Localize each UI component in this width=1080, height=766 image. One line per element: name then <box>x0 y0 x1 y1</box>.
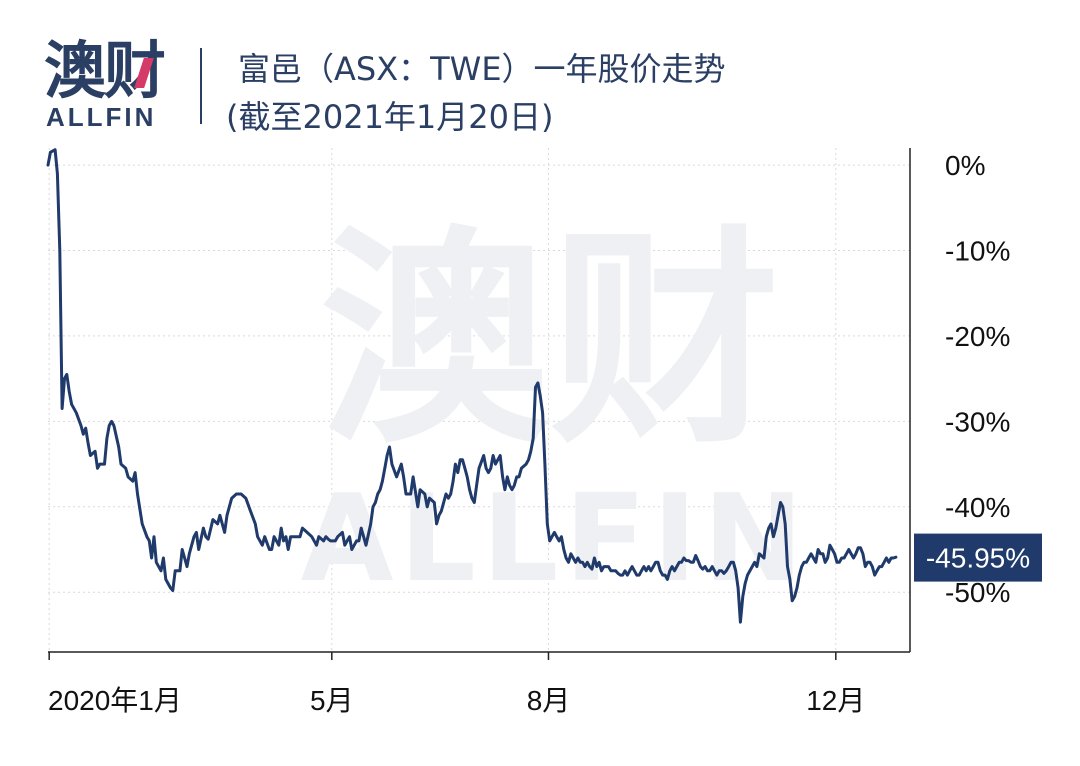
chart-grid <box>48 148 910 652</box>
chart-title: 富邑（ASX：TWE）一年股价走势 <box>238 50 726 88</box>
series-line <box>46 148 898 624</box>
y-axis-labels: 0% -10% -20% -30% -40% -50% <box>945 150 1010 608</box>
callout-label: -45.95% <box>926 543 1030 574</box>
y-tick-label: -50% <box>945 577 1010 608</box>
watermark-en: ALLFIN <box>301 470 810 609</box>
header: 澳财 ALLFIN 富邑（ASX：TWE）一年股价走势 (截至2021年1月20… <box>0 0 1080 140</box>
brand-logo-en: ALLFIN <box>46 102 157 132</box>
x-tick-label: 2020年1月 <box>48 685 182 716</box>
chart-subtitle: (截至2021年1月20日) <box>226 98 554 136</box>
y-tick-label: -20% <box>945 321 1010 352</box>
y-tick-label: -10% <box>945 236 1010 267</box>
chart-series <box>46 148 898 624</box>
stock-chart: 澳财 ALLFIN 0% -10% -20% -30% -40% -50% 2020年1月… <box>46 148 1042 716</box>
last-value-callout: -45.95% <box>914 533 1042 582</box>
y-tick-label: 0% <box>945 150 985 181</box>
callout-box <box>914 533 1042 582</box>
chart-axes <box>48 148 911 660</box>
x-tick-label: 5月 <box>310 685 354 716</box>
x-tick-label: 12月 <box>806 685 865 716</box>
header-divider <box>200 48 202 124</box>
watermark-cn: 澳财 <box>320 208 780 475</box>
y-tick-label: -30% <box>945 406 1010 437</box>
x-axis-labels: 2020年1月 5月 8月 12月 <box>48 685 865 716</box>
x-tick-label: 8月 <box>527 685 571 716</box>
watermark: 澳财 ALLFIN <box>301 208 810 609</box>
y-tick-label: -40% <box>945 492 1010 523</box>
